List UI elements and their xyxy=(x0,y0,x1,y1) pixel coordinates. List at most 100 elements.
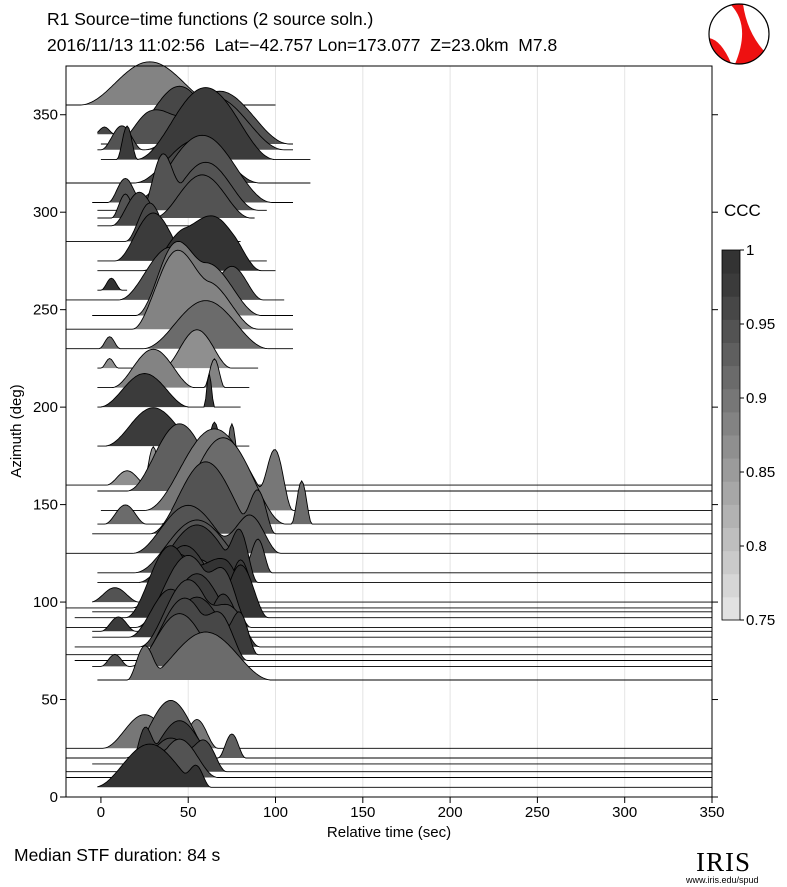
y-tick-label: 300 xyxy=(33,204,58,221)
stf-trace xyxy=(66,300,293,350)
stf-fill xyxy=(100,87,311,160)
colorbar-segment xyxy=(722,573,740,598)
x-tick-label: 50 xyxy=(180,804,197,821)
colorbar-segment xyxy=(722,527,740,552)
stf-line xyxy=(66,300,293,350)
stf-fill xyxy=(74,598,712,661)
stf-line xyxy=(92,573,712,632)
colorbar-segment xyxy=(722,596,740,621)
plot-frame xyxy=(65,65,713,798)
stf-traces xyxy=(66,61,712,788)
y-tick-label: 350 xyxy=(33,107,58,124)
iris-url-link[interactable]: www.iris.edu/spud xyxy=(686,875,759,885)
stf-fill xyxy=(97,423,712,491)
stf-fill xyxy=(97,373,241,408)
stf-fill xyxy=(66,250,293,330)
y-tick-label: 50 xyxy=(41,692,58,709)
stf-trace xyxy=(66,699,712,759)
colorbar-segment xyxy=(722,481,740,505)
stf-fill xyxy=(97,278,128,291)
stf-line xyxy=(97,215,276,272)
stf-line xyxy=(66,249,293,330)
colorbar-segment xyxy=(722,411,740,436)
x-tick-label: 200 xyxy=(438,804,463,821)
chart-subtitle: 2016/11/13 11:02:56 Lat=−42.757 Lon=173.… xyxy=(47,35,558,55)
colorbar-tick-label: 0.9 xyxy=(746,390,767,407)
x-tick-label: 300 xyxy=(612,804,637,821)
iris-logo[interactable]: IRIS www.iris.edu/spud xyxy=(686,835,782,885)
stf-line xyxy=(92,613,712,667)
stf-trace xyxy=(97,743,712,788)
x-tick-label: 350 xyxy=(699,804,724,821)
stf-line xyxy=(97,519,712,574)
colorbar-segment xyxy=(722,250,740,274)
stf-fill xyxy=(66,61,276,105)
stf-fill xyxy=(66,739,712,778)
stf-fill xyxy=(66,505,712,554)
y-tick-label: 0 xyxy=(50,789,58,806)
stf-line xyxy=(92,240,293,316)
stf-line xyxy=(97,373,241,408)
y-tick-label: 150 xyxy=(33,497,58,514)
stf-fill xyxy=(66,700,712,758)
colorbar-tick-label: 0.95 xyxy=(746,316,775,333)
stf-line xyxy=(92,461,712,535)
stf-fill xyxy=(97,632,712,680)
beachball-compression-lobe xyxy=(709,38,731,63)
stf-trace xyxy=(97,174,255,219)
stf-line xyxy=(66,737,712,773)
stf-trace xyxy=(66,504,712,554)
colorbar-segment xyxy=(722,458,740,482)
colorbar-frame xyxy=(721,249,741,621)
stf-trace xyxy=(97,524,712,584)
axes: 0 50 100 150 200 250 300 350 0 50 100 150 200 250 300 3… xyxy=(33,107,725,821)
stf-line xyxy=(97,329,259,369)
y-tick-label: 250 xyxy=(33,302,58,319)
median-duration-text: Median STF duration: 84 s xyxy=(14,845,221,865)
stf-line xyxy=(97,348,250,389)
stf-line xyxy=(92,134,293,203)
stf-trace xyxy=(97,373,241,408)
stf-fill xyxy=(97,215,276,271)
stf-line xyxy=(74,545,712,619)
beachball-compression-lobe xyxy=(731,3,764,65)
stf-trace xyxy=(97,215,276,272)
y-axis-label: Azimuth (deg) xyxy=(8,384,25,477)
colorbar-tick-label: 1 xyxy=(746,242,754,259)
colorbar-tick-label: 0.85 xyxy=(746,464,775,481)
stf-line xyxy=(97,631,712,681)
stf-trace xyxy=(97,329,259,369)
stf-fill xyxy=(97,329,259,369)
x-axis-label: Relative time (sec) xyxy=(327,824,451,841)
stf-trace xyxy=(97,631,712,681)
colorbar-segment xyxy=(722,365,740,390)
stf-trace xyxy=(97,519,712,574)
colorbar-segment xyxy=(722,388,740,413)
stf-fill xyxy=(66,714,712,749)
stf-line xyxy=(97,743,712,788)
colorbar-segment xyxy=(722,273,740,297)
stf-line xyxy=(97,524,712,584)
grid-lines xyxy=(187,66,626,797)
stf-fill xyxy=(66,446,712,486)
stf-trace xyxy=(66,249,293,330)
x-tick-label: 0 xyxy=(97,804,105,821)
colorbar-tick-label: 0.75 xyxy=(746,612,775,629)
colorbar-label: CCC xyxy=(724,201,761,220)
ccc-colorbar: 1 0.95 0.9 0.85 0.8 0.75 xyxy=(721,242,775,629)
iris-logo-text: IRIS xyxy=(696,847,752,877)
stf-fill xyxy=(66,300,293,349)
chart-title: R1 Source−time functions (2 source soln.… xyxy=(47,9,374,29)
stf-line xyxy=(92,720,712,765)
stf-line xyxy=(97,277,128,291)
stf-line xyxy=(74,579,712,648)
stf-line xyxy=(66,738,712,778)
stf-trace xyxy=(66,738,712,778)
colorbar-segment xyxy=(722,504,740,528)
colorbar-segment xyxy=(722,319,740,343)
colorbar-segment xyxy=(722,435,740,459)
colorbar-segment xyxy=(722,550,740,575)
stf-line xyxy=(97,174,255,219)
x-tick-label: 100 xyxy=(263,804,288,821)
